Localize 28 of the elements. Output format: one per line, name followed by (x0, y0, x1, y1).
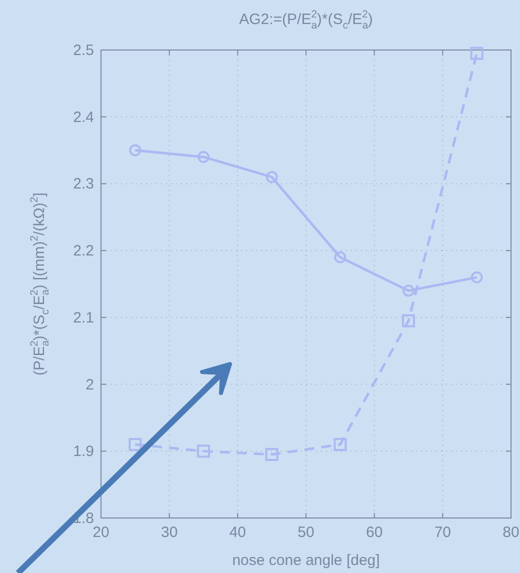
y-tick-label: 2 (86, 376, 94, 394)
point (265, 448, 278, 461)
point (128, 438, 142, 451)
x-tick-label: 30 (160, 524, 178, 541)
y-tick-label: 2.3 (73, 176, 94, 193)
point (129, 144, 142, 156)
point (402, 314, 415, 328)
y-tick-label: 2.4 (73, 108, 94, 126)
x-tick-label: 80 (502, 524, 520, 541)
point (470, 271, 483, 284)
chart-title: AG2:=(P/E$_{a}$$^{2}$)*(S$_{c}$/E$_{a}$$^{2}$) (239, 8, 373, 32)
point (402, 284, 414, 297)
x-tick-label: 20 (92, 524, 110, 541)
point (198, 150, 210, 163)
x-tick-label: 40 (229, 524, 246, 541)
y-tick-label: 1.9 (73, 443, 94, 460)
point (334, 438, 347, 451)
y-tick-label: 2.1 (73, 309, 94, 326)
x-axis-title: nose cone angle [deg] (232, 552, 380, 569)
x-tick-label: 50 (298, 524, 314, 541)
x-tick-label: 70 (434, 524, 452, 541)
point (197, 444, 210, 458)
point (266, 171, 278, 184)
point (470, 46, 484, 60)
y-tick-label: 2.2 (73, 242, 94, 260)
x-tick-label: 60 (366, 524, 383, 541)
point (334, 251, 346, 264)
y-tick-label: 2.5 (73, 42, 94, 59)
